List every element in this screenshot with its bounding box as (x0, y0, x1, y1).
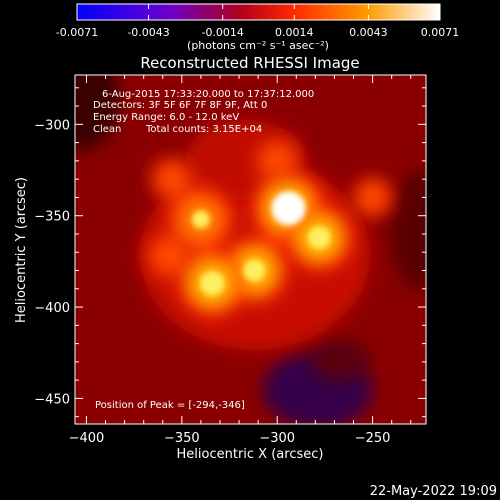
colorbar-ticks: -0.0071 -0.0043 -0.0014 0.0014 0.0043 0.0071 (56, 4, 459, 39)
colorbar-tick-label: -0.0043 (127, 26, 169, 39)
axes: −400 −350 −300 −250 −450 −400 −350 −300 (34, 75, 426, 446)
x-axis-label: Heliocentric X (arcsec) (177, 447, 324, 462)
y-tick-label: −300 (34, 118, 70, 133)
source-core (243, 259, 266, 282)
source-blob (153, 239, 187, 273)
colorbar-gradient (76, 3, 441, 21)
source-core (191, 210, 210, 229)
colorbar: -0.0071 -0.0043 -0.0014 0.0014 0.0043 0.0071 … (56, 3, 459, 52)
y-tick-label: −450 (34, 392, 70, 407)
annotation-peak-position: Position of Peak = [-294,-346] (95, 400, 245, 411)
source-blob (358, 183, 387, 212)
annotation-time-range: 6-Aug-2015 17:33:20.000 to 17:37:12.000 (102, 89, 314, 100)
annotation-detectors: Detectors: 3F 5F 6F 7F 8F 9F, Att 0 (93, 100, 267, 111)
x-tick-label: −250 (355, 431, 391, 446)
colorbar-units-label: (photons cm⁻² s⁻¹ asec⁻²) (187, 39, 329, 52)
x-tick-label: −400 (69, 431, 105, 446)
colorbar-tick-label: 0.0014 (275, 26, 314, 39)
source-core (307, 226, 331, 250)
x-tick-label: −300 (259, 431, 295, 446)
heatmap-image (75, 75, 426, 424)
halo-dark-corner-ul (75, 75, 120, 150)
source-blob (157, 164, 188, 195)
source-blob (261, 145, 293, 177)
plot-frame (74, 74, 427, 425)
colorbar-tick-label: 0.0071 (421, 26, 460, 39)
halo-dark-right (390, 170, 426, 290)
colorbar-tick-label: -0.0014 (201, 26, 243, 39)
source-core (199, 270, 225, 296)
source-cores (191, 191, 331, 296)
source-core (271, 191, 306, 226)
y-axis-label: Heliocentric Y (arcsec) (14, 177, 29, 323)
colorbar-tick-label: 0.0043 (349, 26, 388, 39)
annotation-total-counts: Total counts: 3.15E+04 (145, 124, 262, 135)
annotation-energy-range: Energy Range: 6.0 - 12.0 keV (93, 112, 239, 123)
x-tick-label: −350 (164, 431, 200, 446)
footer-date: 22-May-2022 19:09 (370, 484, 497, 499)
annotations: 6-Aug-2015 17:33:20.000 to 17:37:12.000 … (93, 89, 314, 411)
negative-lobe-dark (310, 340, 370, 380)
y-tick-label: −400 (34, 301, 70, 316)
colorbar-tick-label: -0.0071 (56, 26, 98, 39)
chart-title: Reconstructed RHESSI Image (140, 54, 359, 72)
y-tick-label: −350 (34, 210, 70, 225)
annotation-method: Clean (93, 124, 121, 135)
